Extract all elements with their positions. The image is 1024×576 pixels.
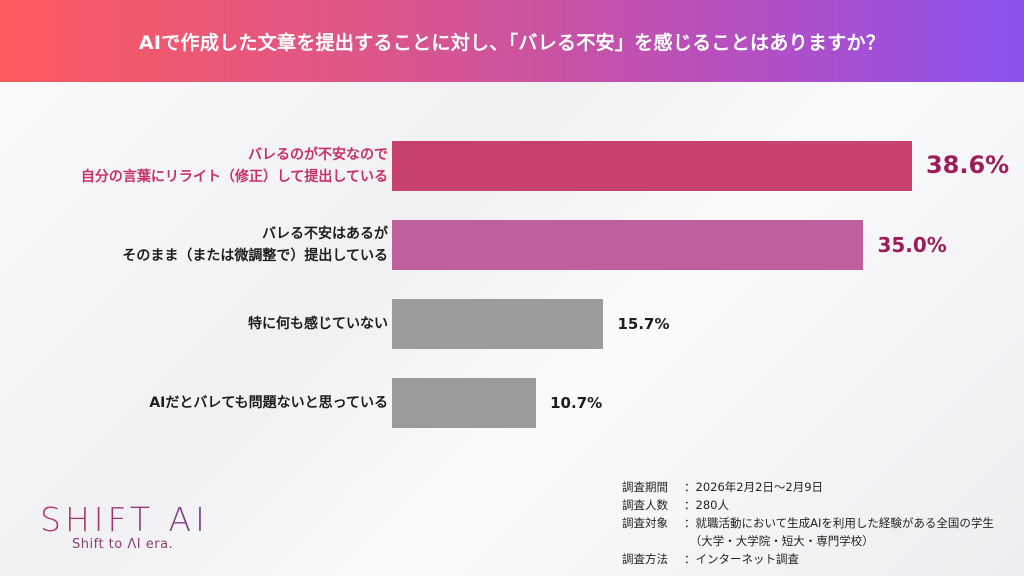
note-row: 調査方法 ：インターネット調査 [622,550,994,568]
category-label-line: バレる不安はあるが [262,226,388,242]
survey-notes: 調査期間 ：2026年2月2日〜2月9日 調査人数 ：280人 調査対象 ：就職活動に… [622,478,994,568]
note-value: ：就職活動において生成AIを利用した経験がある全国の学生 [684,516,994,530]
category-label: AIだとバレても問題ないと思っている [149,392,388,414]
category-label-line: そのまま（または微調整で）提出している [122,248,388,264]
category-label-line: 自分の言葉にリライト（修正）して提出している [80,169,388,185]
note-value: （大学・大学院・短大・専門学校） [684,534,874,548]
note-row: 調査対象 ：就職活動において生成AIを利用した経験がある全国の学生 [622,514,994,532]
category-label-line: バレるのが不安なので [248,147,388,163]
note-row: （大学・大学院・短大・専門学校） [622,532,994,550]
bar [392,220,864,270]
note-key: 調査期間 [622,480,668,494]
category-label: バレるのが不安なので自分の言葉にリライト（修正）して提出している [81,144,388,188]
note-value: ：2026年2月2日〜2月9日 [684,480,824,494]
shift-ai-logo: SHIFT AI Shift to ΛI era. [40,500,209,552]
chart-title: AIで作成した文章を提出することに対し、「バレる不安」を感じることはありますか？ [138,31,886,54]
note-key: 調査人数 [622,498,668,512]
category-label-line: 特に何も感じていない [248,316,388,332]
note-key: 調査方法 [622,552,668,566]
note-value: ：インターネット調査 [684,552,799,566]
bar [392,141,912,191]
value-label: 10.7% [550,393,603,412]
note-key: 調査対象 [622,516,668,530]
logo-text: SHIFT AI [40,500,209,539]
title-banner: AIで作成した文章を提出することに対し、「バレる不安」を感じることはありますか？ [0,0,1024,82]
bar [392,378,537,428]
value-label: 35.0% [877,232,947,257]
category-label-line: AIだとバレても問題ないと思っている [149,395,388,411]
note-key [622,532,684,550]
note-row: 調査人数 ：280人 [622,496,994,514]
note-value: ：280人 [684,498,729,512]
category-label: 特に何も感じていない [248,313,388,335]
value-label: 15.7% [617,314,670,333]
logo-tagline: Shift to ΛI era. [72,537,174,552]
note-row: 調査期間 ：2026年2月2日〜2月9日 [622,478,994,496]
category-label: バレる不安はあるがそのまま（または微調整で）提出している [122,223,388,267]
value-label: 38.6% [925,151,1010,180]
bar [392,299,604,349]
